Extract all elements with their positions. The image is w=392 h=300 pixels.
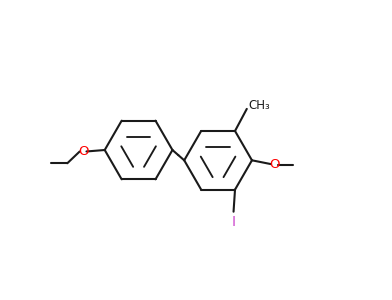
- Text: I: I: [232, 215, 236, 229]
- Text: CH₃: CH₃: [248, 100, 270, 112]
- Text: O: O: [269, 158, 279, 171]
- Text: O: O: [78, 145, 89, 158]
